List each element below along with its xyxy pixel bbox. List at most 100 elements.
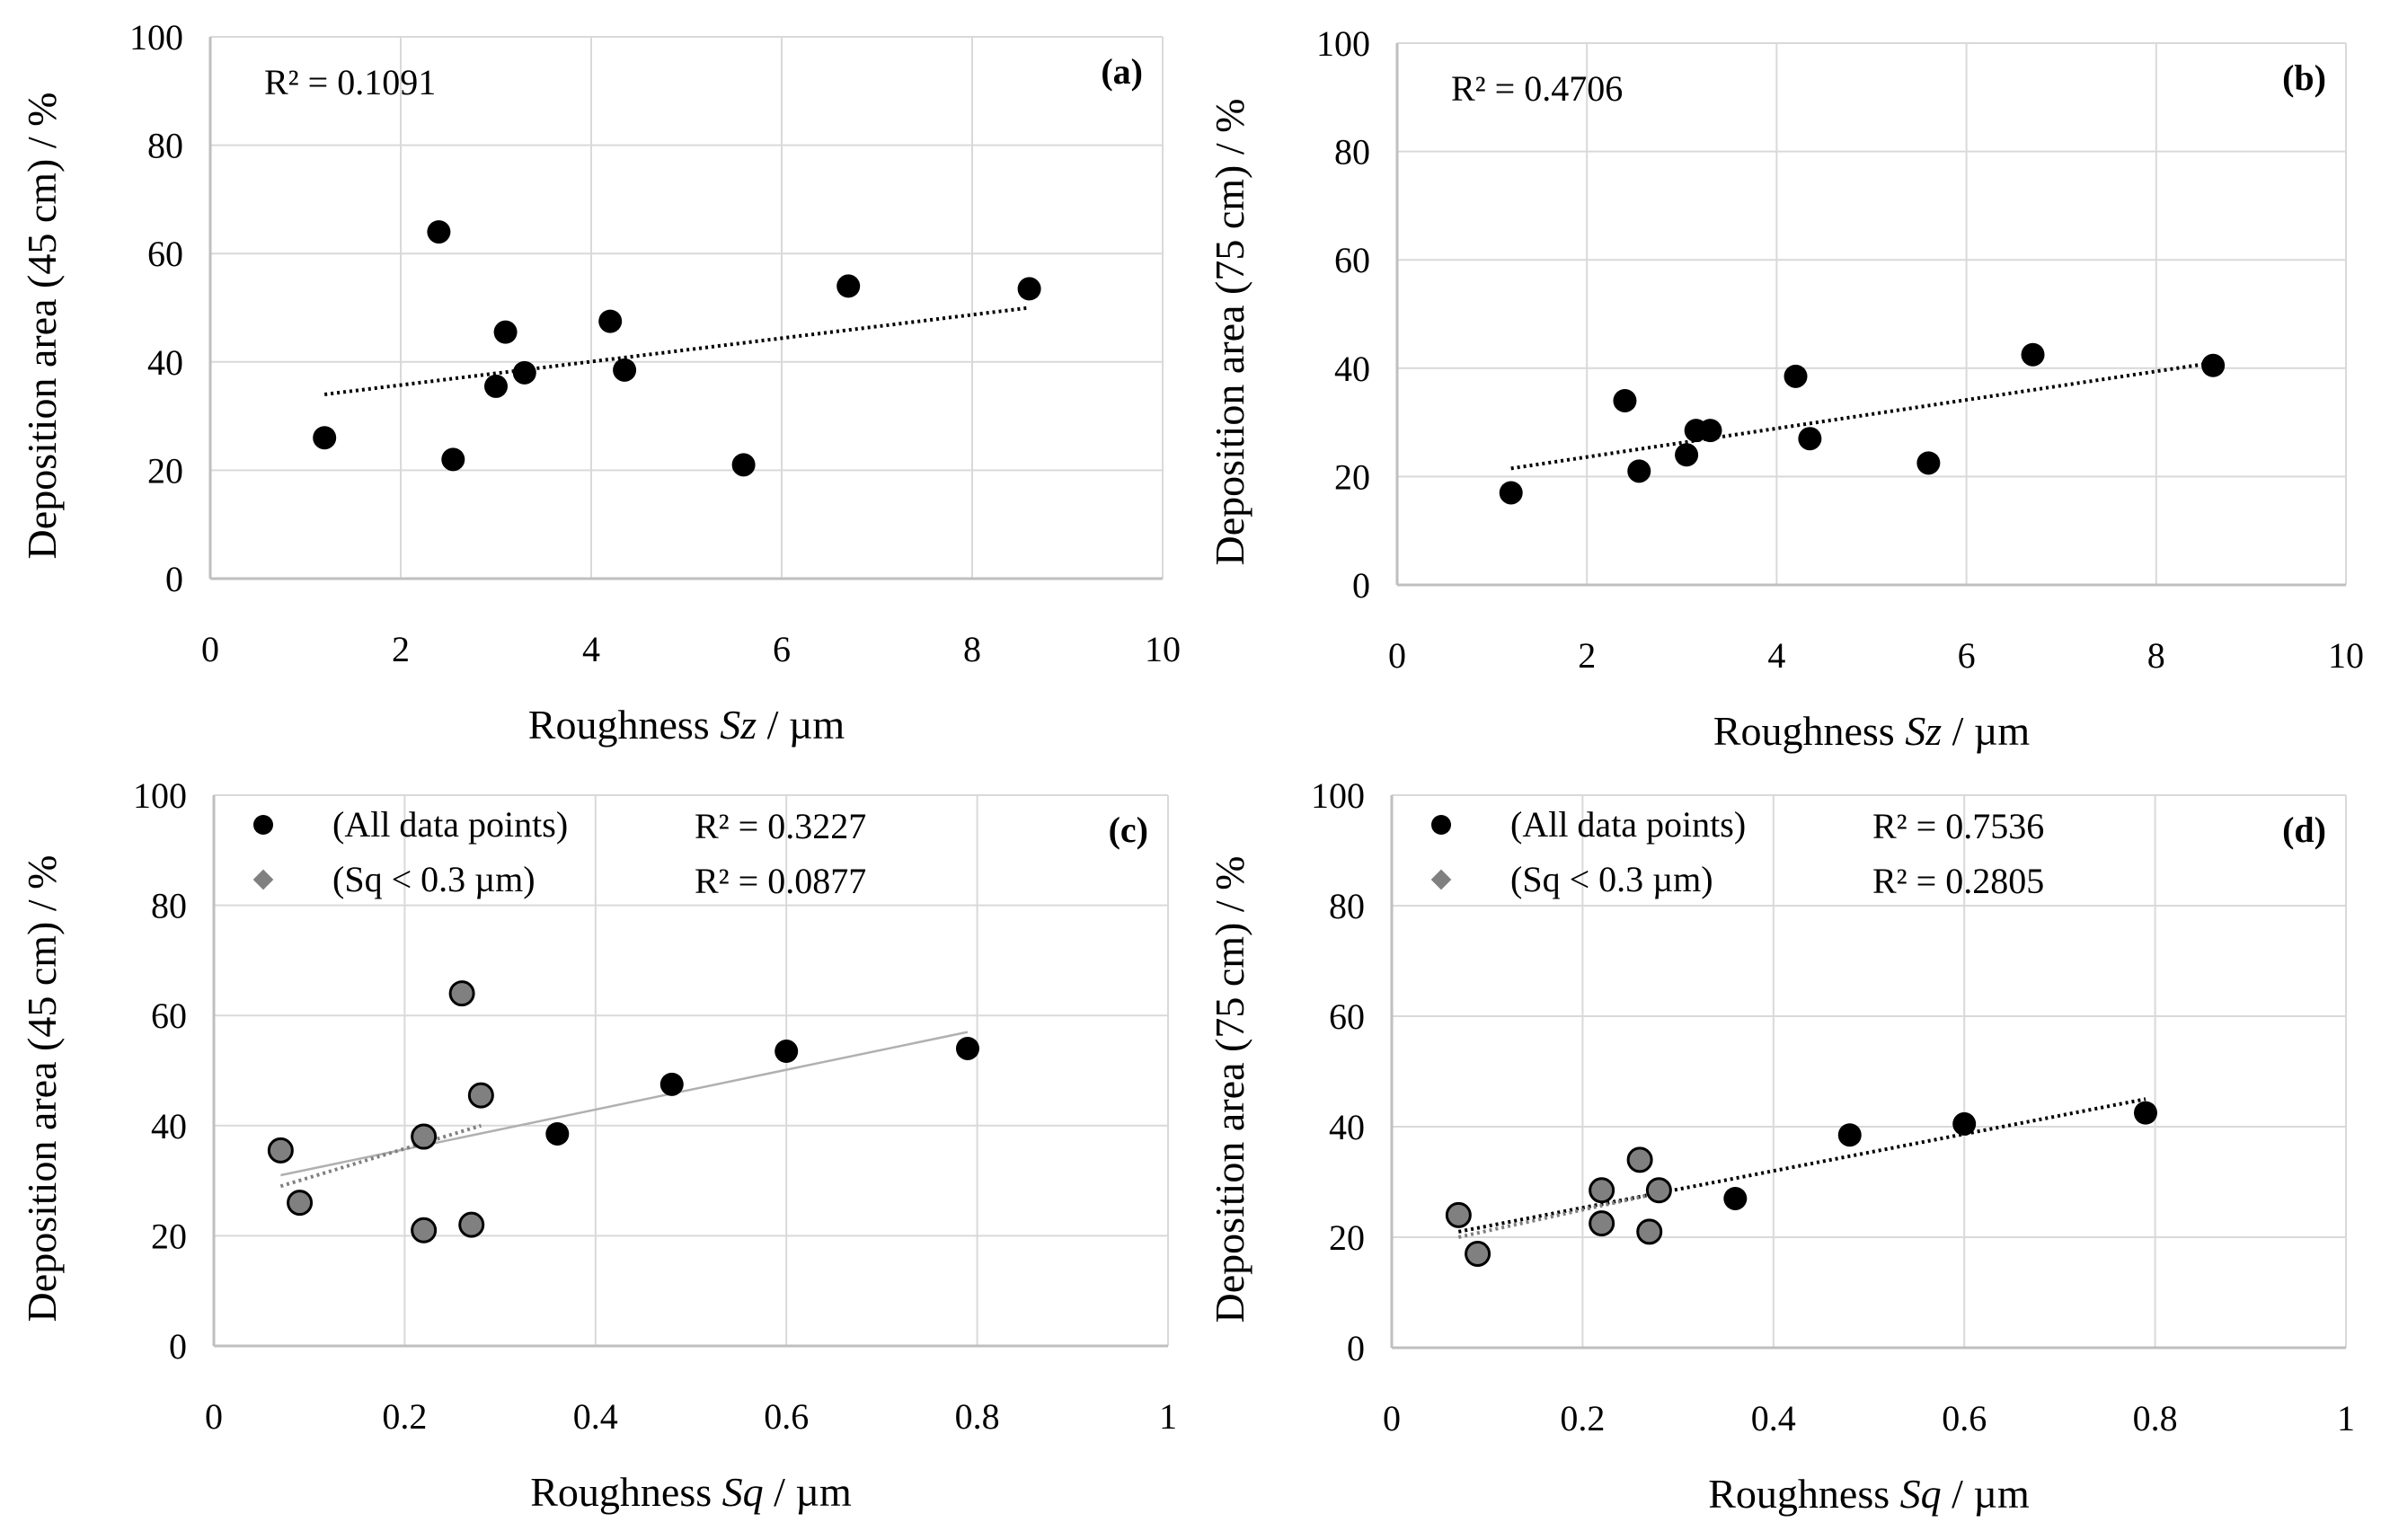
y-tick-label: 60 — [151, 996, 187, 1036]
data-point — [458, 1211, 485, 1238]
x-axis-title-prefix: Roughness — [528, 702, 720, 748]
data-point — [1916, 451, 1941, 475]
x-axis-title: Roughness Sz / µm — [1713, 708, 2031, 754]
x-tick-label: 0 — [1388, 635, 1406, 676]
r-squared-label: R² = 0.4706 — [1451, 68, 1623, 109]
data-point — [1723, 1186, 1748, 1210]
x-tick-label: 6 — [773, 629, 791, 669]
legend-circle-marker — [253, 815, 273, 835]
data-point — [1613, 388, 1637, 412]
data-point — [1445, 1201, 1472, 1228]
data-point — [774, 1040, 799, 1064]
chart-panel-b: 0 20 40 60 80 100 0 2 4 6 8 10 Roughness Sz / µm Depo… — [1207, 23, 2364, 754]
x-axis-title-variable: Sz — [720, 702, 757, 748]
y-tick-label: 20 — [151, 1216, 187, 1256]
data-point — [1626, 1146, 1653, 1173]
y-tick-label: 40 — [1334, 349, 1370, 389]
y-tick-label: 40 — [151, 1106, 187, 1146]
x-tick-label: 4 — [1767, 635, 1785, 676]
data-point — [427, 220, 451, 244]
x-tick-label: 10 — [2328, 635, 2364, 676]
trendline — [279, 1123, 482, 1189]
data-point — [836, 274, 861, 298]
data-point — [955, 1036, 979, 1060]
data-point — [731, 453, 756, 477]
data-point — [1784, 364, 1808, 388]
data-point — [493, 320, 518, 344]
data-point — [1698, 419, 1722, 443]
x-tick-label: 2 — [392, 629, 410, 669]
chart-panel-d: 0 20 40 60 80 100 0 0.2 0.4 0.6 0.8 1 Roughness Sq /… — [1207, 775, 2355, 1517]
chart-panel-c: 0 20 40 60 80 100 0 0.2 0.4 0.6 0.8 1 Roughness Sq /… — [19, 775, 1177, 1515]
x-tick-label: 8 — [963, 629, 981, 669]
x-tick-label: 0.2 — [382, 1396, 427, 1437]
legend-r-squared: R² = 0.2805 — [1872, 861, 2044, 901]
y-tick-label: 60 — [1329, 996, 1365, 1037]
y-tick-label: 0 — [1347, 1328, 1365, 1368]
data-point — [287, 1190, 314, 1217]
data-point — [313, 426, 337, 450]
x-axis-title: Roughness Sz / µm — [528, 702, 845, 748]
legend-circle-marker — [1431, 815, 1451, 835]
y-tick-label: 80 — [151, 886, 187, 926]
y-tick-label: 100 — [1311, 775, 1365, 816]
trendline — [1457, 1097, 2146, 1234]
x-tick-label: 0.8 — [2133, 1398, 2178, 1438]
y-tick-label: 100 — [133, 775, 187, 816]
y-axis-title: Deposition area (45 cm) / % — [19, 855, 65, 1323]
data-point — [613, 358, 637, 382]
panel-label: (b) — [2282, 58, 2326, 98]
x-axis-title: Roughness Sq / µm — [530, 1469, 852, 1515]
data-point — [467, 1082, 494, 1109]
y-tick-label: 100 — [1316, 23, 1370, 64]
data-point — [411, 1123, 438, 1150]
data-point — [545, 1121, 570, 1146]
x-axis-title: Roughness Sq / µm — [1708, 1471, 2030, 1517]
panel-label: (a) — [1101, 51, 1143, 92]
data-point — [1499, 481, 1523, 505]
r-squared-label: R² = 0.1091 — [264, 62, 436, 102]
x-tick-label: 0 — [201, 629, 219, 669]
data-point — [598, 309, 623, 333]
data-point — [484, 374, 508, 398]
legend-label: (All data points) — [1510, 804, 1746, 845]
x-tick-label: 0 — [205, 1396, 223, 1437]
x-axis-title-suffix: / µm — [1942, 1471, 2030, 1517]
x-axis-title-variable: Sz — [1905, 708, 1942, 754]
data-point — [2201, 353, 2226, 377]
legend-r-squared: R² = 0.3227 — [695, 806, 866, 846]
x-tick-label: 2 — [1578, 635, 1596, 676]
panel-label: (d) — [2282, 810, 2326, 850]
x-tick-label: 1 — [1159, 1396, 1177, 1437]
y-tick-label: 60 — [147, 234, 183, 274]
y-axis-title: Deposition area (75 cm) / % — [1207, 856, 1252, 1323]
legend-r-squared: R² = 0.0877 — [695, 861, 866, 901]
x-tick-label: 0.4 — [573, 1396, 618, 1437]
data-point — [1645, 1177, 1672, 1204]
data-point — [512, 360, 536, 385]
panel-label: (c) — [1109, 810, 1148, 850]
x-axis-title-prefix: Roughness — [1713, 708, 1905, 754]
y-tick-label: 0 — [1352, 565, 1370, 606]
trendline — [323, 305, 1030, 396]
legend-r-squared: R² = 0.7536 — [1872, 806, 2044, 846]
x-axis-title-suffix: / µm — [1942, 708, 2030, 754]
y-tick-label: 80 — [1329, 886, 1365, 926]
y-tick-label: 20 — [147, 450, 183, 491]
data-point — [1465, 1240, 1491, 1267]
y-tick-label: 20 — [1334, 456, 1370, 497]
data-point — [2021, 342, 2045, 367]
data-point — [1589, 1177, 1615, 1204]
data-point — [1952, 1111, 1977, 1136]
x-axis-title-variable: Sq — [722, 1469, 764, 1515]
x-tick-label: 4 — [582, 629, 600, 669]
x-axis-title-prefix: Roughness — [1708, 1471, 1899, 1517]
x-axis-title-variable: Sq — [1900, 1471, 1942, 1517]
y-tick-label: 40 — [1329, 1107, 1365, 1147]
data-point — [411, 1217, 438, 1244]
data-point — [267, 1137, 294, 1164]
x-tick-label: 6 — [1958, 635, 1976, 676]
trendline — [1457, 1190, 1660, 1239]
data-point — [448, 980, 475, 1007]
